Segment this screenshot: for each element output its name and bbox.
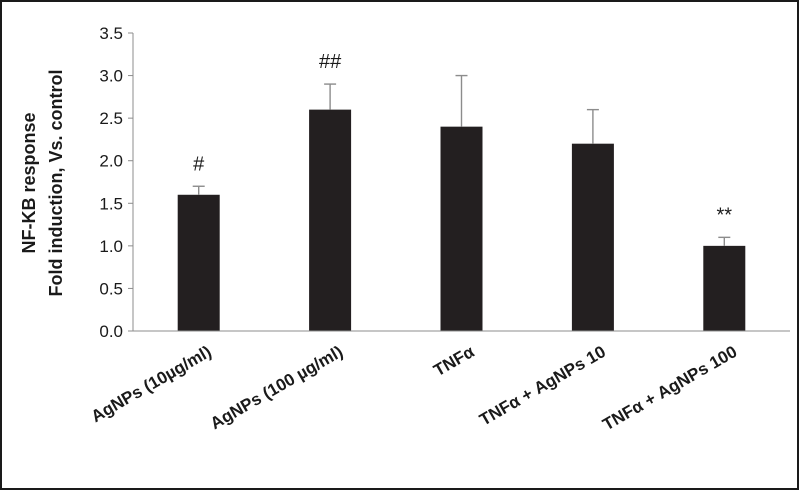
significance-annotation: ## xyxy=(319,51,342,73)
y-tick-label: 0.0 xyxy=(99,322,123,341)
y-tick-label: 3.5 xyxy=(99,24,123,43)
y-tick-label: 2.5 xyxy=(99,109,123,128)
y-axis-label-line-1: NF-KB response xyxy=(19,112,39,253)
bars: ###** xyxy=(177,51,746,332)
bar xyxy=(177,194,220,331)
y-axis-label: NF-KB response Fold induction, Vs. contr… xyxy=(19,70,66,297)
y-axis-ticks: 0.0 0.5 1.0 1.5 2.0 2.5 3.0 3.5 xyxy=(99,24,133,341)
significance-annotation: ** xyxy=(717,204,733,226)
significance-annotation: # xyxy=(193,153,205,175)
y-tick-label: 3.0 xyxy=(99,67,123,86)
bar xyxy=(703,245,746,331)
y-tick-label: 0.5 xyxy=(99,279,123,298)
bar xyxy=(440,126,483,332)
y-tick-label: 2.0 xyxy=(99,152,123,171)
bar xyxy=(571,143,614,331)
y-axis-label-line-2: Fold induction, Vs. control xyxy=(46,70,66,297)
bar xyxy=(309,109,352,331)
y-tick-label: 1.0 xyxy=(99,237,123,256)
y-tick-label: 1.5 xyxy=(99,194,123,213)
